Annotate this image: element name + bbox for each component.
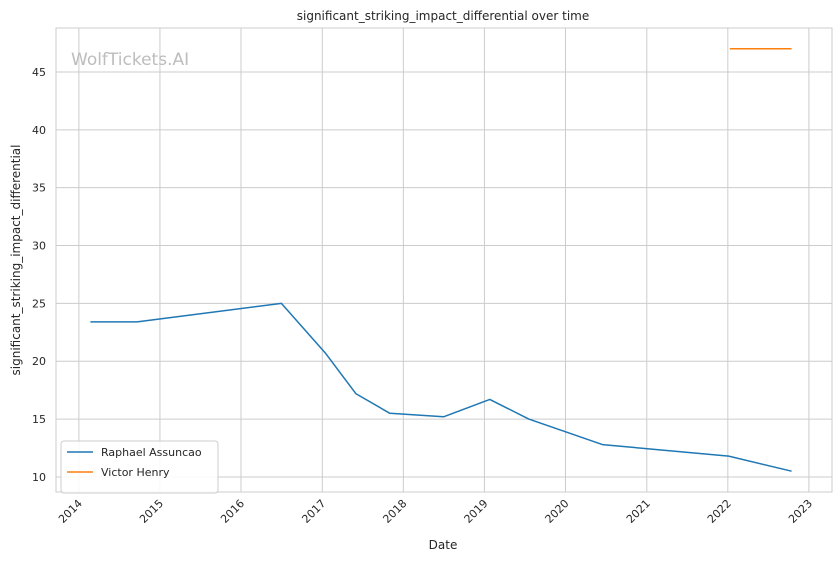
y-tick-label: 15 [32, 413, 46, 426]
x-tick-label: 2021 [624, 497, 653, 526]
legend-label: Victor Henry [101, 466, 170, 479]
series-line [90, 302, 792, 472]
x-tick-label: 2022 [705, 497, 734, 526]
y-tick-label: 10 [32, 471, 46, 484]
y-tick-label: 20 [32, 355, 46, 368]
watermark: WolfTickets.AI [71, 50, 189, 70]
y-tick-label: 35 [32, 182, 46, 195]
x-tick-label: 2016 [218, 497, 247, 526]
x-tick-label: 2019 [462, 497, 491, 526]
series-lines [90, 48, 792, 472]
legend-label: Raphael Assuncao [101, 446, 202, 459]
y-tick-label: 25 [32, 297, 46, 310]
x-tick-label: 2014 [56, 497, 85, 526]
y-tick-label: 30 [32, 240, 46, 253]
y-ticks: 10 15 20 25 30 35 40 45 [32, 66, 46, 484]
y-axis-label: significant_striking_impact_differential [9, 145, 23, 376]
grid [56, 28, 832, 492]
x-tick-label: 2020 [543, 497, 572, 526]
x-tick-label: 2015 [137, 497, 166, 526]
x-axis-label: Date [429, 538, 458, 552]
legend-box [60, 440, 219, 494]
x-ticks: 2014 2015 2016 2017 2018 2019 2020 2021 2022 2023 [56, 497, 815, 526]
chart-title: significant_striking_impact_differential… [297, 9, 589, 23]
plot-frame [55, 27, 833, 493]
y-tick-label: 40 [32, 124, 46, 137]
x-tick-label: 2018 [380, 497, 409, 526]
y-tick-label: 45 [32, 66, 46, 79]
x-tick-label: 2017 [299, 497, 328, 526]
x-tick-label: 2023 [786, 497, 815, 526]
legend: Raphael Assuncao Victor Henry [60, 440, 219, 494]
